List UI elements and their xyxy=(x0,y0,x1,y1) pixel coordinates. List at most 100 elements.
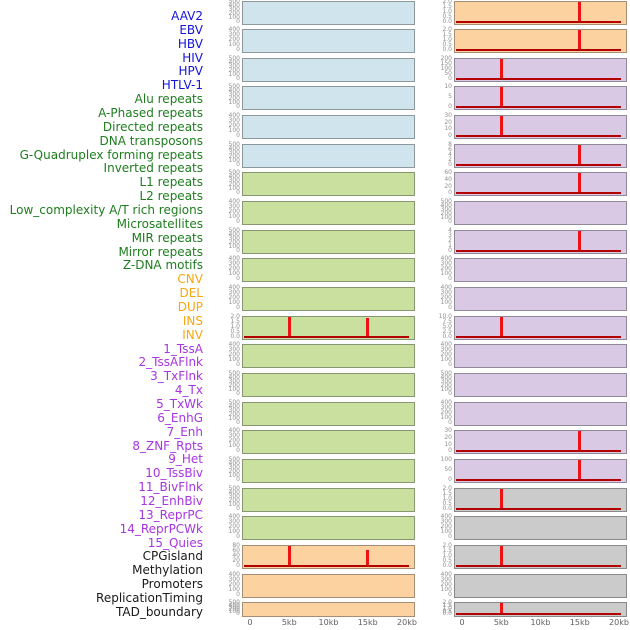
y-tick-label: 400 xyxy=(228,341,240,349)
y-tick-label: 300 xyxy=(228,518,240,526)
profile-panel-dna-transposons xyxy=(242,258,415,283)
feature-label-dna-transposons: DNA transposons xyxy=(99,133,204,148)
y-tick-label: 100 xyxy=(228,528,240,536)
y-tick-label: 0 xyxy=(236,103,240,111)
feature-label-microsatellites: Microsatellites xyxy=(116,216,203,231)
signal-baseline xyxy=(456,249,621,252)
profile-panel-z-dna-motifs xyxy=(242,516,415,541)
y-tick-label: 400 xyxy=(228,26,240,34)
y-tick-label: 100 xyxy=(228,608,240,616)
y-tick-label: 300 xyxy=(228,148,240,156)
y-tick-label: 1 xyxy=(448,241,452,249)
profile-panel-ebv xyxy=(242,29,415,54)
y-tick-label: 0.0 xyxy=(442,46,452,54)
y-tick-label: 100 xyxy=(228,242,240,250)
y-tick-label: 500 xyxy=(440,370,452,378)
y-tick-label: 1.0 xyxy=(230,322,240,330)
y-tick-label: 400 xyxy=(440,341,452,349)
y-tick-label: 0.5 xyxy=(442,557,452,565)
signal-spike xyxy=(578,460,582,480)
y-tick-label: 100 xyxy=(440,270,452,278)
feature-label-z-dna-motifs: Z-DNA motifs xyxy=(122,258,203,273)
y-tick-label: 500 xyxy=(228,169,240,177)
y-tick-label: 400 xyxy=(440,255,452,263)
y-tick-label: 100 xyxy=(228,156,240,164)
y-tick-label: 150 xyxy=(440,59,452,67)
profile-panel-microsatellites xyxy=(242,430,415,455)
y-tick-label: 400 xyxy=(440,513,452,521)
y-tick-label: 0.5 xyxy=(442,12,452,20)
y-tick-label: 0 xyxy=(448,246,452,254)
y-tick-label: 0 xyxy=(236,590,240,598)
feature-label-directed-repeats: Directed repeats xyxy=(102,119,203,134)
y-tick-label: 0.0 xyxy=(442,504,452,512)
feature-label-cpgisland: CPGisland xyxy=(142,549,203,564)
signal-baseline xyxy=(456,450,621,453)
y-tick-label: 0 xyxy=(448,361,452,369)
signal-spike xyxy=(499,58,503,78)
feature-label-9-het: 9_Het xyxy=(168,452,203,467)
signal-baseline xyxy=(456,135,621,138)
y-tick-label: 300 xyxy=(228,464,240,472)
y-tick-label: 200 xyxy=(228,36,240,44)
y-tick-label: 300 xyxy=(228,603,240,611)
y-tick-label: 0 xyxy=(236,304,240,312)
signal-spike xyxy=(499,488,503,508)
y-tick-label: 400 xyxy=(228,230,240,238)
signal-spike xyxy=(499,116,503,136)
feature-label-8-znf-rpts: 8_ZNF_Rpts xyxy=(132,438,203,453)
y-tick-label: 100 xyxy=(228,185,240,193)
y-tick-label: 100 xyxy=(228,472,240,480)
feature-label-7-enh: 7_Enh xyxy=(166,424,203,439)
y-tick-label: 200 xyxy=(228,238,240,246)
y-tick-label: 1.5 xyxy=(230,317,240,325)
y-tick-label: 300 xyxy=(228,492,240,500)
y-tick-label: 40 xyxy=(232,552,240,560)
y-tick-label: 400 xyxy=(228,427,240,435)
y-tick-label: 0 xyxy=(448,418,452,426)
y-tick-label: 50 xyxy=(444,466,452,474)
y-tick-label: 200 xyxy=(228,351,240,359)
y-tick-label: 200 xyxy=(440,382,452,390)
feature-label-cnv: CNV xyxy=(177,272,203,287)
y-tick-label: 100 xyxy=(228,270,240,278)
y-tick-label: 200 xyxy=(440,210,452,218)
feature-label-a-phased-repeats: A-Phased repeats xyxy=(98,105,203,120)
y-tick-label: 0 xyxy=(236,246,240,254)
y-tick-label: 0 xyxy=(448,275,452,283)
y-tick-label: 100 xyxy=(440,64,452,72)
y-tick-label: 10 xyxy=(444,125,452,133)
y-tick-label: 0.0 xyxy=(442,610,452,618)
signal-baseline xyxy=(456,192,621,195)
y-tick-label: 200 xyxy=(228,437,240,445)
profile-panel-del xyxy=(242,573,415,598)
feature-label-5-txwk: 5_TxWk xyxy=(156,396,203,411)
y-tick-label: 0 xyxy=(236,418,240,426)
y-tick-label: 0 xyxy=(236,74,240,82)
feature-label-hbv: HBV xyxy=(177,36,203,51)
y-tick-label: 1.0 xyxy=(442,604,452,612)
y-tick-label: 200 xyxy=(228,265,240,273)
y-tick-label: 100 xyxy=(228,70,240,78)
signal-spike xyxy=(578,1,582,21)
y-tick-label: 0.0 xyxy=(442,17,452,25)
y-tick-label: 80 xyxy=(232,542,240,550)
signal-baseline xyxy=(244,335,409,338)
y-tick-label: 5.0 xyxy=(442,322,452,330)
signal-baseline xyxy=(456,565,621,568)
y-tick-label: 5 xyxy=(448,93,452,101)
y-tick-label: 300 xyxy=(228,62,240,70)
y-tick-label: 400 xyxy=(228,1,240,9)
y-tick-label: 2.0 xyxy=(442,599,452,607)
profile-panel-dup xyxy=(242,602,415,618)
y-tick-label: 500 xyxy=(440,198,452,206)
y-tick-label: 200 xyxy=(228,496,240,504)
y-tick-label: 100 xyxy=(228,356,240,364)
feature-label-hpv: HPV xyxy=(178,64,203,79)
y-tick-label: 400 xyxy=(228,513,240,521)
y-tick-label: 100 xyxy=(440,356,452,364)
y-tick-label: 0.0 xyxy=(442,332,452,340)
feature-label-inverted-repeats: Inverted repeats xyxy=(103,161,203,176)
y-tick-label: 0.5 xyxy=(230,327,240,335)
